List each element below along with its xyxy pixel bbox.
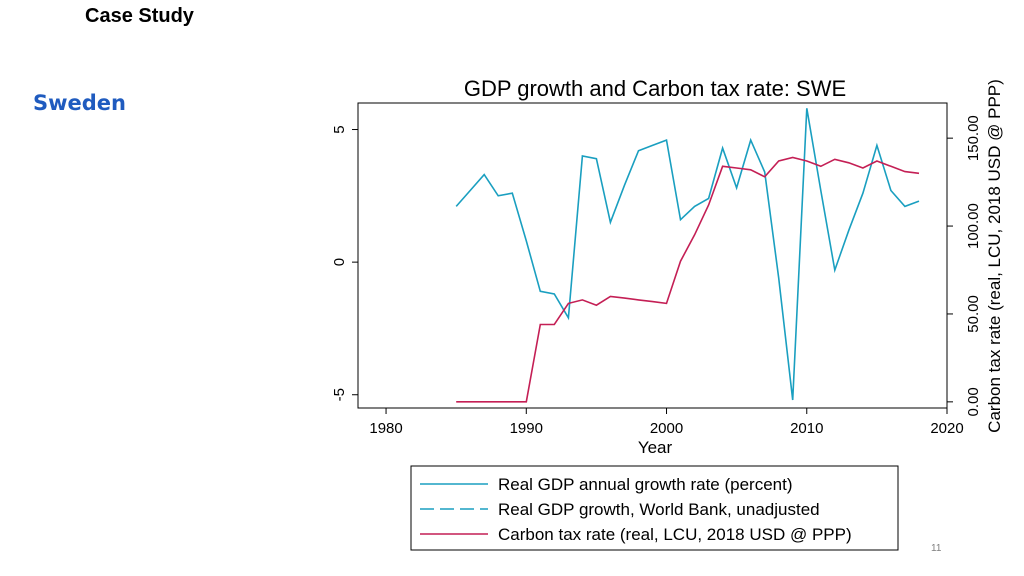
- y-axis-right-label: Carbon tax rate (real, LCU, 2018 USD @ P…: [985, 79, 1004, 433]
- y-right-tick-label-100.00: 100.00: [965, 203, 982, 249]
- chart-title: GDP growth and Carbon tax rate: SWE: [464, 76, 846, 101]
- y-right-tick-label-0.00: 0.00: [965, 387, 982, 416]
- legend-label-gdp-wb: Real GDP growth, World Bank, unadjusted: [498, 500, 820, 519]
- slide-subtitle: Sweden: [33, 91, 126, 115]
- y-right-tick-label-50.00: 50.00: [965, 295, 982, 333]
- y-left-tick-label-5: 5: [331, 125, 348, 133]
- x-tick-label-2020: 2020: [930, 420, 963, 437]
- series-line-0: [455, 108, 920, 401]
- series-layer: [455, 108, 920, 403]
- series-line-2: [456, 156, 920, 403]
- slide-header: Case Study: [85, 5, 194, 27]
- y-axis-right: 0.00 50.00 100.00 150.00: [947, 115, 982, 416]
- x-tick-label-1980: 1980: [369, 420, 402, 437]
- y-left-tick-label-0: 0: [331, 258, 348, 266]
- x-tick-label-2010: 2010: [790, 420, 823, 437]
- x-tick-label-1990: 1990: [510, 420, 543, 437]
- legend-label-tax: Carbon tax rate (real, LCU, 2018 USD @ P…: [498, 525, 852, 544]
- legend-box: [410, 465, 899, 551]
- y-right-tick-label-150.00: 150.00: [965, 115, 982, 161]
- page-number: 11: [931, 543, 942, 554]
- legend: Real GDP annual growth rate (percent) Re…: [410, 465, 899, 551]
- x-tick-label-2000: 2000: [650, 420, 683, 437]
- legend-label-gdp: Real GDP annual growth rate (percent): [498, 475, 793, 494]
- y-axis-left: -5 0 5: [331, 125, 358, 401]
- x-axis-label: Year: [638, 438, 673, 457]
- x-axis: 1980 1990 2000 2010 2020: [369, 408, 964, 437]
- y-left-tick-label--5: -5: [331, 388, 348, 401]
- plot-frame: [357, 102, 948, 409]
